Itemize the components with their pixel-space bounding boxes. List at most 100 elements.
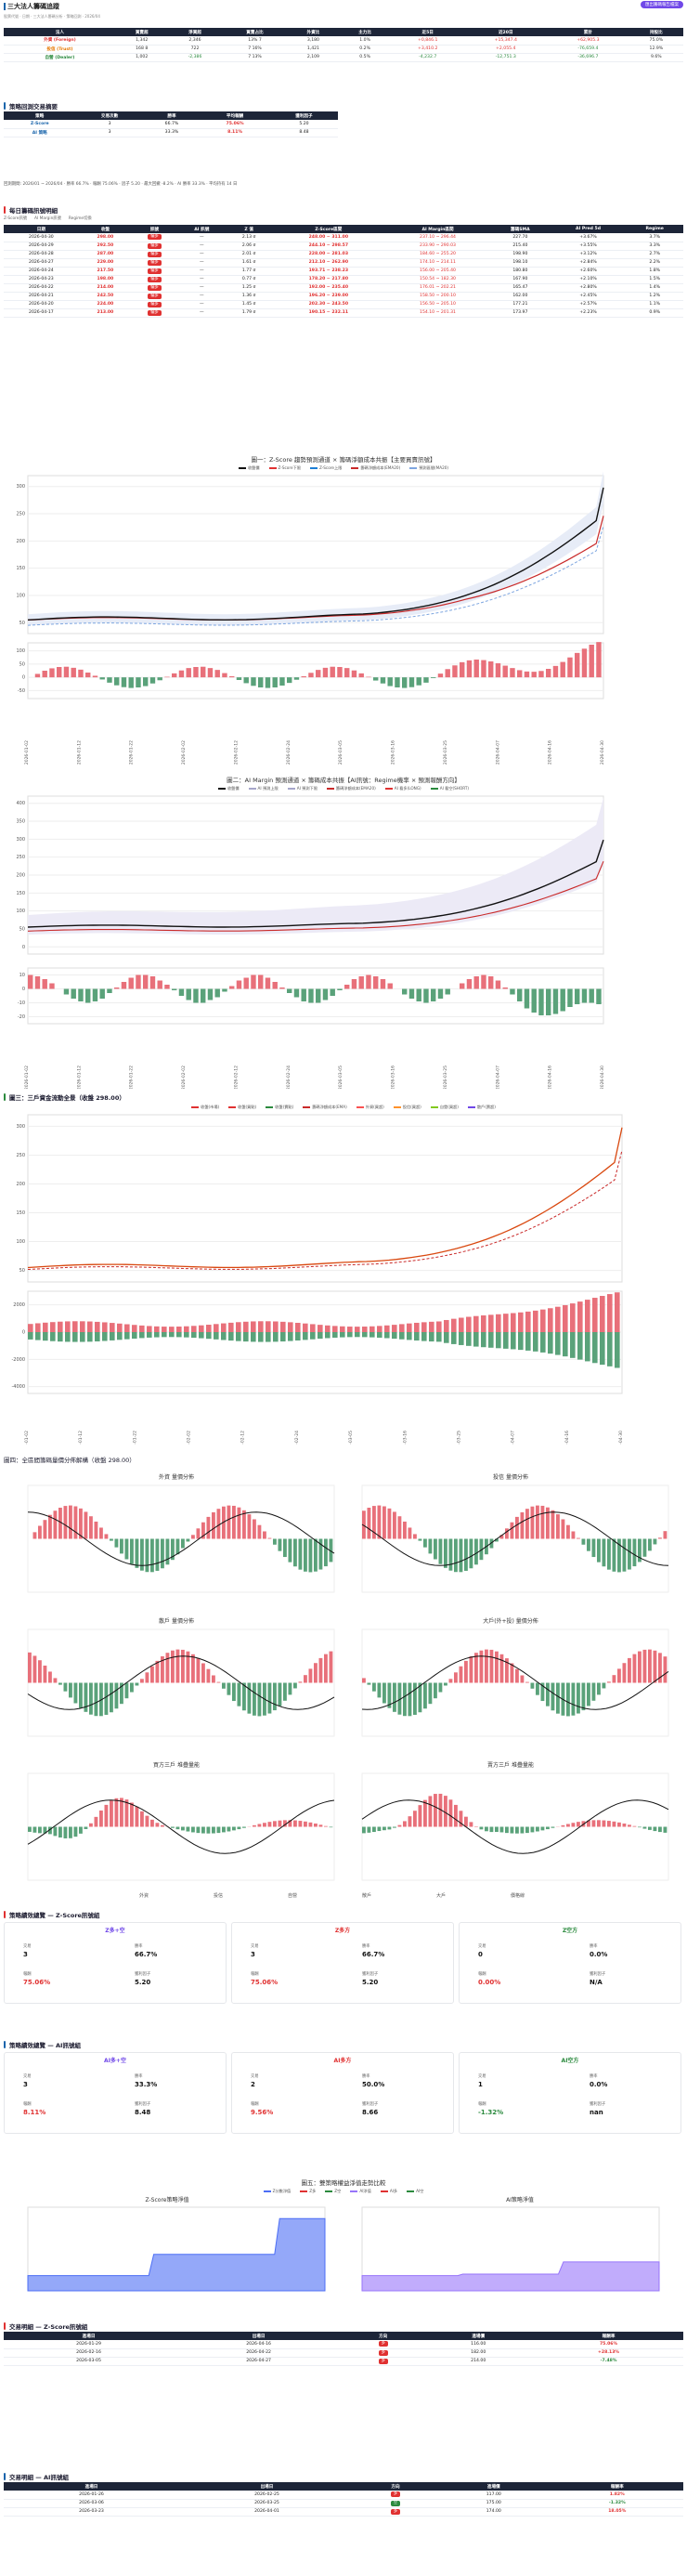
sell-flow-bar: [444, 1332, 449, 1343]
cell-entry-date: 2026-01-26: [4, 2491, 179, 2500]
return-value: 0.00%: [478, 1979, 501, 1986]
ai-pred-bar: [502, 987, 508, 989]
buy-flow-bar: [303, 1323, 308, 1332]
x-tick-label: 2026-01-02: [24, 1066, 30, 1089]
table-row: 2026-03-06 2026-03-25 空 175.00 -1.32%: [4, 2499, 683, 2508]
distribution-bar: [43, 1520, 47, 1539]
cell-ai: —: [176, 300, 227, 309]
column-header: 出場日: [174, 2332, 344, 2340]
distribution-bar: [161, 1655, 164, 1683]
cell-date: 2026-04-27: [4, 258, 79, 268]
legend-label: 外資(買超): [365, 1105, 384, 1109]
ai-pred-bar: [322, 988, 329, 1000]
distribution-bar: [201, 1663, 205, 1683]
buy-flow-bar: [607, 1294, 613, 1332]
distribution-bar: [242, 1510, 246, 1539]
export-button[interactable]: 匯出籌碼報告檔案: [641, 1, 683, 8]
distribution-bar: [304, 1821, 307, 1827]
cell-sma: 165.47: [489, 283, 551, 293]
ai-pred-bar: [71, 988, 76, 999]
y-tick-label: 350: [16, 819, 25, 825]
x-tick-label: 2026-03-05: [338, 1066, 344, 1089]
tab-zscore[interactable]: Z-Score訊號: [4, 216, 28, 221]
flow-bar: [42, 671, 47, 678]
distribution-bar: [397, 1682, 402, 1715]
chart2-legend: 收盤價 AI 預測上限 AI 預測下限 籌碼淨額成本(EMA20) AI 看多(LONG…: [0, 786, 687, 791]
cell-z: 1.25 σ: [226, 283, 272, 293]
distribution-bar: [587, 1538, 590, 1551]
distribution-bar: [612, 1538, 616, 1572]
distribution-bar: [536, 1505, 539, 1539]
cell-exit-date: 2026-04-27: [174, 2357, 344, 2366]
chart4-legend: 外資 投信 自營 散戶 大戶 價格線: [139, 1892, 525, 1899]
cell-value: +2,055.4: [464, 45, 548, 54]
buy-flow-bar: [436, 1321, 442, 1332]
distribution-bar: [438, 1682, 443, 1693]
legend-label: 散戶(賣超): [476, 1105, 496, 1109]
buy-flow-bar: [429, 1321, 434, 1332]
buy-flow-bar: [459, 1317, 464, 1332]
legend-swatch: [217, 788, 226, 790]
tab-ai-margin[interactable]: AI Margin訊號: [34, 216, 61, 221]
x-tick-label: 2026-03-16: [391, 740, 396, 765]
pf-label: 獲利因子: [135, 2102, 151, 2107]
buy-flow-bar: [451, 1318, 457, 1332]
pf-value: 5.20: [135, 1979, 151, 1986]
cell-regime: 1.4%: [626, 283, 683, 293]
buy-flow-bar: [95, 1321, 100, 1332]
distribution-bar: [314, 1824, 318, 1827]
cell-value: 2,346: [167, 36, 223, 46]
flow-bar: [229, 676, 235, 678]
distribution-bar: [94, 1521, 98, 1539]
distribution-bar: [104, 1804, 109, 1827]
cell-entry-price: 175.00: [435, 2499, 551, 2508]
legend-label: 籌碼淨額成本(EMA20): [335, 786, 376, 791]
legend-swatch: [409, 467, 418, 469]
pf-value: nan: [590, 2109, 603, 2116]
buy-flow-bar: [169, 1327, 175, 1332]
cell-direction: 多: [344, 2357, 423, 2366]
trades-z-section: 交易明細 — Z-Score訊號組 進場日 出場日 方向 進場價 報酬率 2026-01-…: [0, 2321, 687, 2366]
section-accent: [4, 206, 6, 214]
distribution-bar: [597, 1820, 601, 1827]
distribution-bar: [663, 1656, 668, 1683]
cell-zrange: 192.00 ~ 235.40: [271, 283, 386, 293]
strategy-table: 策略 交易次數 勝率 平均報酬 獲利因子 Z-Score 3 66.7% 75.06% 5.20 A…: [4, 111, 338, 137]
distribution-bar: [43, 1826, 47, 1834]
legend-swatch: [356, 1106, 364, 1108]
distribution-bar: [658, 1537, 662, 1539]
tab-regime[interactable]: Regime切換: [68, 216, 92, 221]
distribution-bar: [181, 1649, 185, 1683]
legend-swatch: [268, 467, 277, 469]
distribution-bar: [84, 1682, 88, 1712]
sell-flow-bar: [87, 1332, 93, 1342]
flow-bar: [358, 673, 364, 678]
table-row: 2026-04-29 292.50 偏多 —2.06 σ 244.10 ~ 298.57…: [4, 242, 683, 251]
trades-value: 1: [478, 2081, 483, 2088]
cell-price: 287.00: [78, 250, 132, 259]
distribution-bar: [382, 1826, 386, 1831]
ai-pred-bar: [473, 976, 479, 989]
buy-flow-bar: [176, 1327, 182, 1332]
ai-pred-bar: [408, 988, 415, 999]
legend-item: AI淨值: [350, 2189, 371, 2193]
distribution-bar: [140, 1538, 144, 1571]
column-header: Z-Score區間: [271, 225, 386, 233]
cell-entry-date: 2026-03-06: [4, 2499, 179, 2508]
legend-swatch: [300, 2190, 308, 2192]
buy-flow-bar: [273, 1321, 279, 1332]
chart5-svg: Z-Score策略淨值 AI策略淨值: [27, 2196, 660, 2292]
legend-swatch: [266, 1106, 274, 1108]
legend-swatch: [263, 2190, 271, 2192]
distribution-bar: [73, 1682, 78, 1704]
perf-card: AI多方 交易 2 勝率 50.0% 報酬 9.56% 獲利因子 8.66: [231, 2052, 454, 2134]
distribution-bar: [89, 1823, 93, 1827]
buy-flow-bar: [236, 1322, 241, 1332]
buy-flow-bar: [221, 1323, 227, 1332]
distribution-bar: [150, 1666, 154, 1683]
distribution-bar: [530, 1506, 535, 1539]
buy-flow-bar: [206, 1325, 212, 1332]
panel-title: 散戶 量價分佈: [159, 1617, 194, 1625]
section-accent: [4, 2041, 6, 2048]
distribution-bar: [551, 1826, 555, 1828]
